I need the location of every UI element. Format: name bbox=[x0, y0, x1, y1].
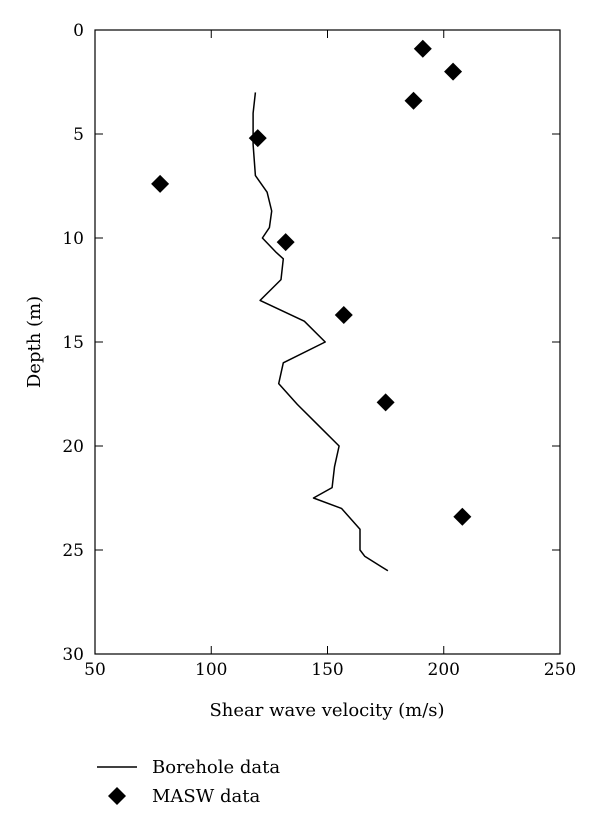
legend: Borehole data MASW data bbox=[97, 757, 280, 807]
x-tick-label: 50 bbox=[84, 660, 106, 680]
masw-data-point bbox=[444, 62, 463, 81]
masw-data-point bbox=[151, 174, 170, 193]
y-tick-label: 20 bbox=[62, 437, 84, 457]
masw-data-point bbox=[413, 39, 432, 58]
x-axis-title: Shear wave velocity (m/s) bbox=[209, 700, 444, 721]
x-tick-label: 100 bbox=[195, 660, 227, 680]
borehole-line-layer bbox=[252, 92, 389, 572]
plot-frame bbox=[94, 29, 561, 655]
y-tick-label: 15 bbox=[62, 333, 84, 353]
plot-area bbox=[94, 29, 561, 655]
masw-data-point bbox=[376, 393, 395, 412]
y-tick-label: 10 bbox=[62, 229, 84, 249]
y-axis: 0 5 10 15 20 25 30 bbox=[62, 21, 560, 665]
x-tick-label: 200 bbox=[428, 660, 460, 680]
legend-diamond-swatch bbox=[108, 787, 126, 805]
x-axis: 50 100 150 200 250 bbox=[84, 30, 576, 680]
y-tick-label: 25 bbox=[62, 541, 84, 561]
masw-marker-layer bbox=[151, 39, 472, 526]
masw-data-point bbox=[276, 233, 295, 252]
masw-data-point bbox=[248, 129, 267, 148]
legend-label-masw: MASW data bbox=[152, 786, 260, 807]
x-tick-label: 150 bbox=[311, 660, 343, 680]
y-tick-label: 0 bbox=[73, 21, 84, 41]
legend-label-borehole: Borehole data bbox=[152, 757, 280, 778]
masw-data-point bbox=[404, 91, 423, 110]
y-axis-title: Depth (m) bbox=[24, 296, 45, 388]
y-tick-label: 30 bbox=[62, 645, 84, 665]
masw-data-point bbox=[334, 305, 353, 324]
x-tick-label: 250 bbox=[544, 660, 576, 680]
masw-data-point bbox=[453, 507, 472, 526]
borehole-data-line bbox=[252, 92, 389, 572]
y-tick-label: 5 bbox=[73, 125, 84, 145]
